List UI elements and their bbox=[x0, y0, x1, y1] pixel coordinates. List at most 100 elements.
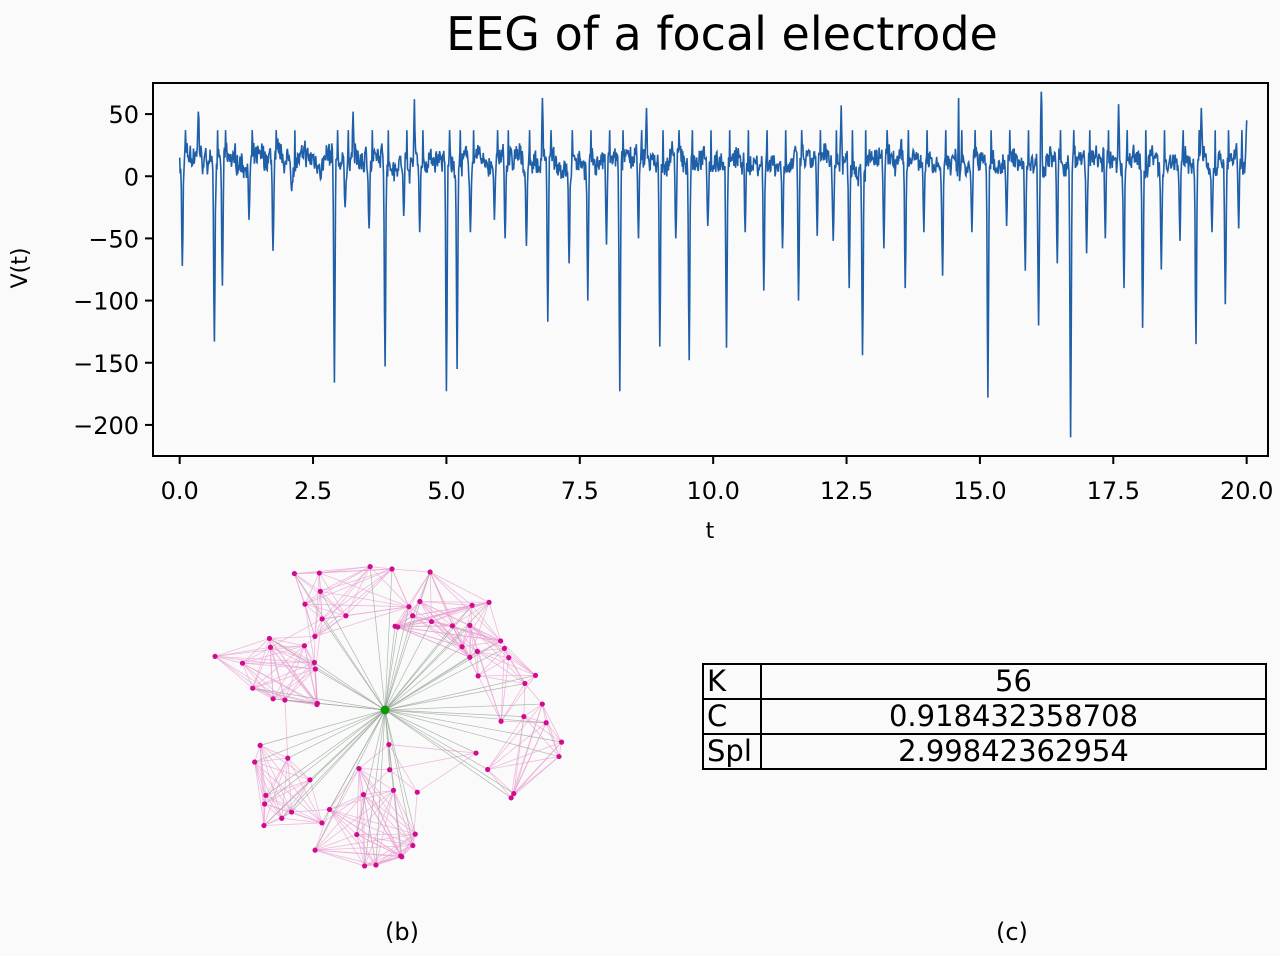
network-node bbox=[467, 622, 473, 628]
network-edge bbox=[510, 722, 547, 799]
network-node bbox=[473, 750, 479, 756]
network-edge bbox=[510, 703, 543, 798]
network-node bbox=[360, 792, 367, 798]
network-edge bbox=[294, 573, 321, 592]
network-edge bbox=[314, 566, 371, 637]
network-edge bbox=[541, 703, 547, 723]
network-edge bbox=[318, 573, 323, 619]
network-edge bbox=[263, 803, 265, 826]
network-edge bbox=[477, 648, 505, 677]
x-tick-label: 15.0 bbox=[953, 477, 1006, 505]
network-edge bbox=[358, 744, 390, 769]
network-edge bbox=[477, 651, 536, 676]
network-node bbox=[511, 790, 517, 797]
network-edge bbox=[461, 646, 479, 677]
network-edge bbox=[500, 683, 526, 722]
network-node bbox=[354, 831, 360, 838]
network-edge bbox=[429, 571, 463, 647]
network-edge bbox=[242, 646, 271, 664]
network-hub-edge bbox=[384, 709, 524, 717]
network-node bbox=[239, 660, 246, 666]
network-edge bbox=[419, 601, 490, 603]
y-axis-label: V(t) bbox=[8, 248, 33, 289]
network-edge bbox=[545, 722, 562, 743]
network-node bbox=[319, 616, 325, 622]
network-node bbox=[312, 666, 319, 672]
network-edge bbox=[214, 656, 274, 700]
network-edge bbox=[269, 635, 315, 639]
network-edge bbox=[412, 615, 471, 658]
network-edge bbox=[313, 636, 316, 663]
x-tick-label: 12.5 bbox=[820, 477, 873, 505]
network-node bbox=[498, 638, 504, 644]
network-hub-node bbox=[380, 705, 390, 715]
network-edge bbox=[264, 803, 283, 819]
network-hub-edge bbox=[384, 606, 410, 711]
network-edge bbox=[477, 651, 526, 684]
network-edge bbox=[242, 662, 315, 664]
network-edge bbox=[358, 768, 365, 866]
network-edge bbox=[429, 571, 473, 606]
network-node bbox=[406, 604, 412, 610]
network-node bbox=[356, 765, 362, 772]
network-hub-edge bbox=[384, 646, 463, 711]
y-tick-label: −150 bbox=[73, 350, 139, 378]
network-node bbox=[508, 795, 514, 801]
x-tick-label: 17.5 bbox=[1087, 477, 1140, 505]
network-node bbox=[263, 792, 269, 798]
network-edge bbox=[242, 663, 254, 689]
network-edge bbox=[429, 571, 490, 603]
network-edge bbox=[314, 794, 364, 851]
network-node bbox=[486, 599, 492, 605]
network-edge bbox=[469, 625, 502, 722]
x-tick-label: 10.0 bbox=[686, 477, 739, 505]
table-row: C 0.918432358708 bbox=[702, 698, 1267, 735]
network-node bbox=[521, 713, 527, 720]
network-edge bbox=[281, 817, 322, 824]
network-node bbox=[312, 633, 318, 639]
network-edge bbox=[265, 779, 311, 796]
panel-label-b: (b) bbox=[385, 918, 419, 946]
network-edge bbox=[287, 757, 323, 824]
network-hub-edge bbox=[384, 709, 512, 799]
network-edge bbox=[319, 572, 410, 608]
network-edge bbox=[510, 756, 560, 799]
network-edge bbox=[314, 789, 394, 851]
network-edge bbox=[345, 566, 371, 616]
network-hub-edge bbox=[264, 709, 386, 805]
network-edge bbox=[254, 757, 288, 763]
network-node bbox=[498, 718, 504, 724]
network-edge bbox=[375, 833, 416, 866]
network-edge bbox=[469, 625, 536, 676]
metrics-table: K 56 C 0.918432358708 Spl 2.99842362954 bbox=[702, 663, 1267, 770]
network-node bbox=[266, 635, 273, 642]
network-edge bbox=[304, 603, 323, 620]
network-edge bbox=[452, 625, 501, 642]
network-edge bbox=[264, 779, 311, 805]
network-hub-edge bbox=[384, 709, 394, 791]
network-edge bbox=[259, 745, 288, 759]
network-edge bbox=[469, 624, 501, 642]
network-edge bbox=[419, 601, 453, 627]
network-edge bbox=[364, 855, 401, 867]
network-edge bbox=[321, 794, 364, 824]
network-edge bbox=[394, 625, 471, 658]
metric-key-spl: Spl bbox=[702, 733, 762, 770]
network-edge bbox=[523, 716, 560, 757]
network-edge bbox=[358, 768, 414, 846]
network-node bbox=[314, 700, 321, 706]
network-hub-edge bbox=[281, 709, 386, 819]
network-hub-edge bbox=[384, 709, 416, 835]
network-node bbox=[367, 563, 373, 570]
network-node bbox=[506, 655, 512, 661]
network-node bbox=[387, 767, 393, 773]
network-edge bbox=[320, 591, 347, 617]
network-node bbox=[428, 618, 435, 625]
network-edge bbox=[294, 573, 347, 617]
network-edge bbox=[363, 789, 394, 796]
network-edge bbox=[214, 656, 286, 701]
network-edge bbox=[329, 768, 360, 810]
network-hub-edge bbox=[384, 640, 501, 711]
network-edge bbox=[375, 855, 401, 866]
network-node bbox=[449, 623, 456, 629]
